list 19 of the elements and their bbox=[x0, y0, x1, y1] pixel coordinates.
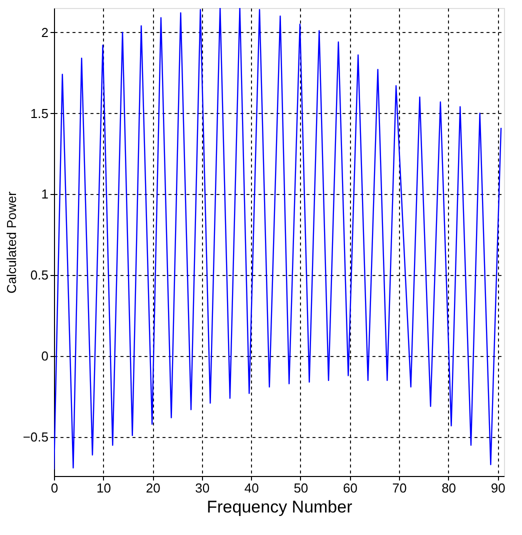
x-tick-label: 50 bbox=[294, 480, 308, 496]
x-tick-label: 80 bbox=[442, 480, 456, 496]
x-tick-label: 0 bbox=[50, 480, 58, 496]
x-tick-label: 10 bbox=[96, 480, 112, 496]
x-tick-label: 60 bbox=[342, 480, 358, 496]
x-tick-label: 40 bbox=[244, 480, 259, 496]
y-tick-label: 2 bbox=[41, 24, 48, 40]
x-axis-title: Frequency Number bbox=[206, 498, 353, 516]
y-tick-label: 0 bbox=[41, 348, 48, 364]
line-series bbox=[54, 8, 502, 470]
y-tick-label: 0.5 bbox=[30, 268, 48, 283]
y-tick-label: 1 bbox=[41, 186, 48, 202]
x-tick-label: 20 bbox=[146, 480, 160, 496]
y-tick-label: 1.5 bbox=[30, 106, 48, 121]
x-tick-label: 90 bbox=[490, 480, 506, 496]
x-tick-label: 30 bbox=[195, 480, 210, 496]
y-tick-label: −0.5 bbox=[22, 430, 48, 445]
y-axis-title: Calculated Power bbox=[4, 190, 19, 294]
x-tick-label: 70 bbox=[392, 480, 407, 496]
